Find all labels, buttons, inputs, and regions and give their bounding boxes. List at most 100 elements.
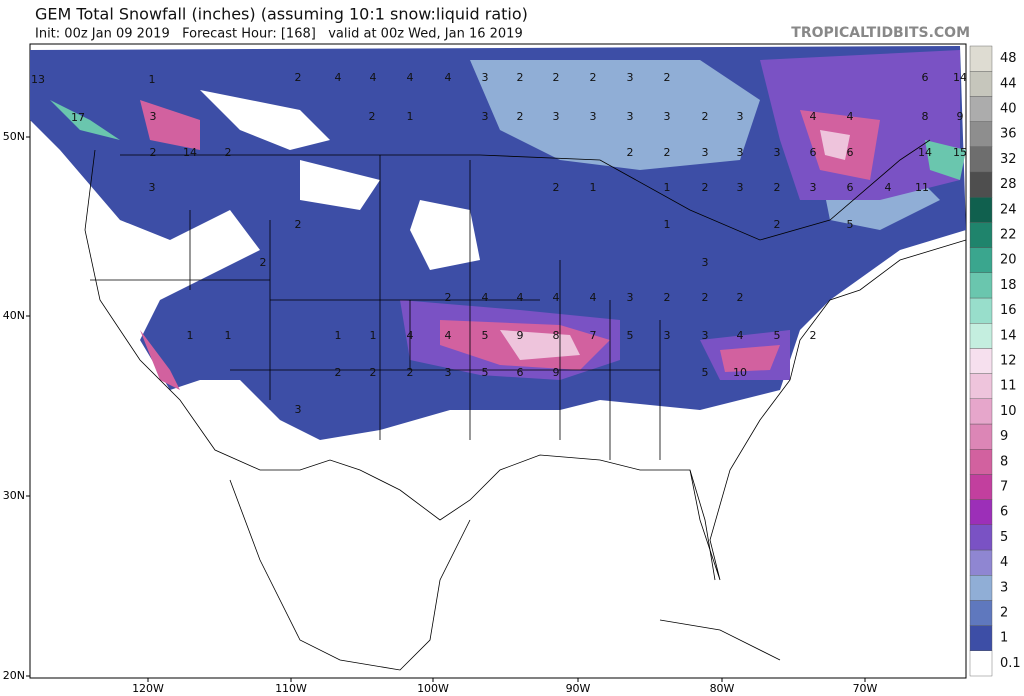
contour-label: 7 [590,329,597,342]
colorbar-label: 0.1 [1000,656,1021,671]
colorbar-label: 36 [1000,127,1017,142]
contour-label: 2 [702,110,709,123]
colorbar-segment [969,474,993,500]
contour-label: 3 [774,146,781,159]
contour-label: 2 [664,71,671,84]
colorbar-label: 10 [1000,404,1017,419]
contour-label: 1 [149,73,156,86]
colorbar-segment [969,45,993,72]
colorbar-label: 9 [1000,429,1008,444]
contour-label: 14 [918,146,932,159]
contour-label: 4 [810,110,817,123]
colorbar-label: 44 [1000,76,1017,91]
contour-label: 5 [627,329,634,342]
contour-label: 8 [553,329,560,342]
colorbar-segment [969,575,993,601]
contour-label: 2 [553,181,560,194]
contour-label: 14 [183,146,197,159]
colorbar-label: 3 [1000,580,1008,595]
contour-label: 4 [335,71,342,84]
contour-label: 3 [664,110,671,123]
colorbar-segment [969,121,993,147]
colorbar-label: 1 [1000,631,1008,646]
contour-label: 5 [847,218,854,231]
contour-label: 4 [737,329,744,342]
title: GEM Total Snowfall (inches) (assuming 10… [35,5,528,24]
colorbar-segment [969,600,993,626]
contour-label: 3 [590,110,597,123]
colorbar-segment [969,348,993,374]
colorbar-label: 28 [1000,177,1017,192]
contour-label: 4 [482,291,489,304]
snow-shading [30,46,966,440]
contour-label: 1 [225,329,232,342]
contour-label: 9 [517,329,524,342]
contour-label: 2 [225,146,232,159]
colorbar-segment [969,650,993,677]
contour-label: 4 [553,291,560,304]
contour-label: 6 [922,71,929,84]
contour-label: 2 [810,329,817,342]
contour-label: 9 [957,110,964,123]
contour-label: 1 [590,181,597,194]
contour-label: 8 [922,110,929,123]
contour-label: 3 [737,146,744,159]
contour-label: 2 [627,146,634,159]
longitude-label: 120W [132,682,164,695]
colorbar-segment [969,222,993,248]
contour-label: 2 [369,110,376,123]
longitude-label: 70W [853,682,878,695]
contour-label: 3 [482,110,489,123]
contour-label: 3 [627,110,634,123]
contour-label: 3 [737,181,744,194]
colorbar-segment [969,524,993,551]
contour-label: 2 [590,71,597,84]
contour-label: 2 [774,218,781,231]
colorbar-label: 7 [1000,480,1008,495]
colorbar-segment [969,70,993,97]
colorbar-segment [969,398,993,425]
contour-label: 3 [627,71,634,84]
contour-label: 5 [702,366,709,379]
colorbar-label: 20 [1000,253,1017,268]
latitude-label: 50N [3,130,25,143]
colorbar-segment [969,146,993,173]
contour-label: 3 [627,291,634,304]
colorbar-label: 2 [1000,606,1008,621]
contour-label: 2 [553,71,560,84]
colorbar-label: 48 [1000,51,1017,66]
contour-label: 3 [445,366,452,379]
contour-label: 2 [737,291,744,304]
colorbar-label: 40 [1000,102,1017,117]
contour-label: 3 [295,403,302,416]
colorbar-segment [969,96,993,122]
contour-label: 2 [295,71,302,84]
colorbar-segment [969,297,993,324]
colorbar-label: 6 [1000,505,1008,520]
contour-label: 2 [445,291,452,304]
latitude-label: 30N [3,489,25,502]
contour-label: 6 [517,366,524,379]
contour-label: 5 [482,366,489,379]
contour-label: 5 [482,329,489,342]
contour-label: 2 [664,291,671,304]
contour-label: 3 [737,110,744,123]
colorbar-segment [969,247,993,274]
contour-label: 4 [407,71,414,84]
colorbar-segment [969,449,993,475]
contour-label: 5 [774,329,781,342]
contour-label: 2 [774,181,781,194]
latitude-label: 40N [3,309,25,322]
contour-label: 11 [915,181,929,194]
contour-label: 3 [149,181,156,194]
contour-label: 9 [553,366,560,379]
contour-label: 3 [150,110,157,123]
latitude-label: 20N [3,669,25,682]
contour-label: 3 [553,110,560,123]
contour-label: 2 [370,366,377,379]
colorbar-segment [969,499,993,526]
contour-label: 2 [335,366,342,379]
colorbar-label: 18 [1000,278,1017,293]
contour-label: 4 [517,291,524,304]
contour-label: 6 [810,146,817,159]
